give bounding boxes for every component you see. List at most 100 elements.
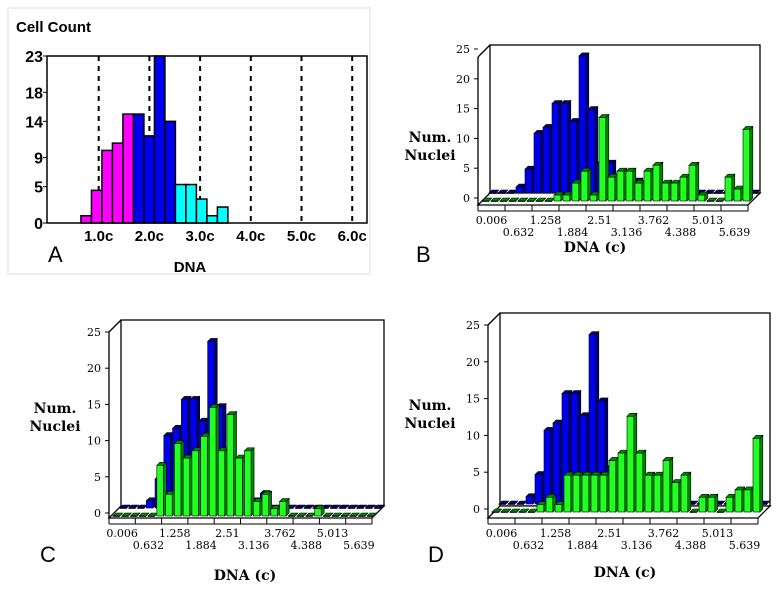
- front-bar: [288, 515, 296, 517]
- x-tick-label: 4.388: [665, 226, 697, 239]
- back-bar: [525, 496, 534, 505]
- x-tick-label: 2.51: [215, 527, 240, 540]
- front-bar: [608, 460, 617, 513]
- y-tick-label: 10: [87, 435, 101, 448]
- front-bar: [716, 511, 725, 513]
- histogram-bar: [90, 189, 103, 224]
- y-tick-label: 9: [34, 151, 43, 168]
- back-bar: [551, 103, 560, 194]
- x-tick-label: 2.51: [587, 214, 612, 227]
- panel-b-letter: B: [416, 242, 431, 267]
- front-bar: [743, 489, 752, 513]
- panel-c: Num. Nuclei DNA (c) C 0.0060.6321.2581.8…: [29, 319, 386, 584]
- panel-a-letter: A: [48, 242, 63, 267]
- histogram-bar: [111, 142, 124, 224]
- front-bar: [580, 170, 589, 202]
- front-bar: [490, 200, 499, 202]
- panel-a-ylabel: Cell Count: [16, 19, 91, 36]
- front-bar: [689, 511, 698, 513]
- back-bar: [524, 168, 533, 194]
- front-bar: [174, 443, 182, 517]
- histogram-bar: [80, 214, 93, 224]
- x-tick-label: 4.388: [291, 539, 323, 552]
- y-tick-label: 14: [25, 114, 43, 131]
- back-bar: [330, 507, 338, 509]
- front-bar: [617, 452, 626, 513]
- front-bar: [697, 194, 706, 202]
- y-tick-label: 10: [456, 132, 470, 145]
- y-tick-label: 20: [87, 362, 101, 375]
- front-bar: [635, 452, 644, 513]
- front-bar: [734, 489, 743, 513]
- front-bar-side: [749, 125, 754, 202]
- front-bar: [261, 493, 269, 517]
- front-bar: [536, 504, 545, 513]
- front-bar: [121, 515, 129, 517]
- x-tick-label: 1.258: [159, 527, 191, 540]
- x-tick-label: 3.762: [638, 214, 670, 227]
- front-bar: [598, 117, 607, 202]
- front-bar: [653, 474, 662, 513]
- y-tick-label: 10: [466, 429, 480, 442]
- front-bar: [509, 511, 518, 513]
- y-tick-label: 20: [456, 73, 470, 86]
- back-bar: [146, 500, 154, 509]
- panel-b-ylabel-line2: Nuclei: [404, 148, 455, 164]
- front-bar: [481, 200, 490, 202]
- x-tick-label: 2.0c: [135, 228, 164, 245]
- panel-d-ylabel-line1: Num.: [409, 398, 452, 414]
- y-tick-label: 15: [456, 103, 470, 116]
- x-tick-label: 0.006: [486, 527, 518, 540]
- front-bar: [563, 474, 572, 513]
- front-bar: [590, 474, 599, 513]
- back-bar: [295, 507, 303, 509]
- y-tick-label: 5: [463, 162, 470, 175]
- histogram-bar: [206, 214, 219, 224]
- front-bar: [553, 194, 562, 202]
- front-bar: [209, 407, 217, 517]
- front-bar: [572, 474, 581, 513]
- y-tick-label: 15: [466, 393, 480, 406]
- back-bar: [488, 192, 497, 194]
- front-bar: [147, 515, 155, 517]
- front-bar: [527, 511, 536, 513]
- panel-b-ylabel-line1: Num.: [409, 130, 452, 146]
- x-tick-label: 1.884: [567, 539, 599, 552]
- front-bar: [130, 515, 138, 517]
- x-tick-label: 3.0c: [185, 228, 214, 245]
- y-tick-label: 0: [94, 507, 101, 520]
- front-bar: [752, 438, 761, 513]
- y-tick-label: 25: [466, 319, 480, 332]
- front-bar: [707, 496, 716, 513]
- back-bar: [552, 422, 561, 505]
- front-bar: [634, 182, 643, 202]
- front-bar: [279, 501, 287, 517]
- front-bar: [625, 170, 634, 202]
- x-tick-label: 5.639: [343, 539, 375, 552]
- front-bar: [662, 460, 671, 513]
- panel-a-frame: [7, 7, 371, 275]
- front-bar: [599, 474, 608, 513]
- back-bar: [516, 503, 525, 505]
- histogram-bar: [216, 206, 229, 224]
- front-bar: [314, 508, 322, 517]
- front-bar: [244, 450, 252, 517]
- x-tick-label: 5.0c: [287, 228, 316, 245]
- x-tick-label: 5.013: [317, 527, 349, 540]
- back-bar: [356, 507, 364, 509]
- panel-c-ylabel-line2: Nuclei: [29, 419, 80, 435]
- front-bar: [500, 511, 509, 513]
- front-bar: [270, 508, 278, 517]
- y-tick-label: 5: [473, 466, 480, 479]
- y-tick-label: 5: [34, 180, 43, 197]
- front-bar: [112, 515, 120, 517]
- panel-d-ylabel-line2: Nuclei: [404, 416, 455, 432]
- x-tick-label: 3.136: [238, 539, 270, 552]
- panel-c-ylabel-line1: Num.: [34, 401, 77, 417]
- panel-a-xlabel: DNA: [174, 259, 207, 276]
- y-tick-label: 5: [94, 471, 101, 484]
- front-bar: [217, 450, 226, 517]
- histogram-bar: [185, 183, 198, 224]
- back-bar: [137, 507, 145, 509]
- back-bar: [534, 474, 543, 505]
